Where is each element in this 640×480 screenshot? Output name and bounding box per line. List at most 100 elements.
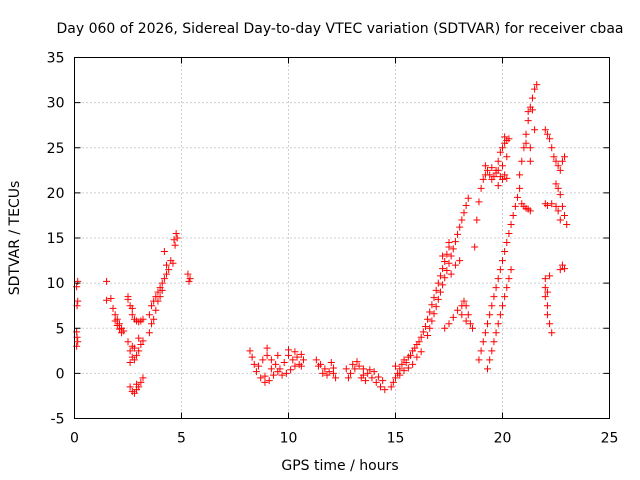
data-point (456, 257, 464, 265)
data-series-l (441, 297, 477, 332)
data-point (439, 252, 447, 260)
data-point (270, 371, 278, 379)
x-tick-label: 5 (177, 431, 186, 447)
data-point (479, 338, 487, 346)
y-tick-label: -5 (51, 412, 65, 428)
data-point (475, 356, 483, 364)
data-point (445, 239, 453, 247)
data-point (246, 347, 254, 355)
data-point (484, 320, 492, 328)
data-point (347, 369, 355, 377)
y-tick-label: 35 (47, 51, 65, 67)
data-point (103, 296, 111, 304)
data-series-n (475, 184, 524, 364)
data-point (492, 284, 500, 292)
data-point (552, 180, 560, 188)
data-point (250, 360, 258, 368)
data-point (541, 293, 549, 301)
data-point (428, 301, 436, 309)
data-point (445, 259, 453, 267)
data-point (503, 284, 511, 292)
data-point (113, 322, 121, 330)
data-point (554, 184, 562, 192)
data-point (387, 383, 395, 391)
y-tick-label: 15 (47, 231, 65, 247)
data-point (558, 202, 566, 210)
data-point (451, 238, 459, 246)
data-point (430, 294, 438, 302)
data-point (126, 359, 134, 367)
data-point (509, 211, 517, 219)
data-point (548, 329, 556, 337)
data-point (492, 166, 500, 174)
data-point (171, 241, 179, 249)
data-point (299, 356, 307, 364)
data-point (543, 130, 551, 138)
data-point (561, 265, 569, 273)
x-tick-label: 25 (601, 431, 619, 447)
data-point (466, 320, 474, 328)
data-point (531, 85, 539, 93)
data-series-e (126, 374, 147, 397)
data-point (248, 353, 256, 361)
data-point (314, 362, 322, 370)
data-point (321, 365, 329, 373)
data-point (499, 257, 506, 265)
data-point (133, 380, 141, 388)
data-point (362, 377, 370, 385)
data-point (441, 324, 449, 332)
data-point (494, 275, 502, 283)
data-point (556, 166, 564, 174)
data-point (436, 272, 444, 280)
data-point (124, 295, 132, 303)
data-point (107, 294, 115, 302)
data-point (488, 302, 496, 310)
data-point (374, 373, 382, 381)
data-point (109, 304, 117, 312)
data-series-a (73, 277, 82, 350)
data-series-k (421, 194, 472, 339)
data-point (325, 368, 333, 376)
data-point (451, 261, 459, 269)
data-point (274, 351, 282, 359)
data-point (556, 216, 564, 224)
data-point (524, 108, 532, 116)
data-point (541, 275, 549, 283)
data-point (486, 356, 494, 364)
data-point (165, 266, 173, 274)
data-point (424, 331, 432, 339)
data-point (507, 266, 515, 274)
data-point (137, 378, 145, 386)
data-point (130, 389, 138, 397)
data-point (389, 378, 397, 386)
data-point (135, 347, 143, 355)
data-point (561, 211, 569, 219)
data-point (263, 344, 271, 352)
data-point (554, 207, 562, 215)
data-point (432, 303, 440, 311)
data-point (552, 202, 560, 210)
data-point (432, 286, 440, 294)
data-point (462, 317, 470, 325)
data-series-s (541, 126, 571, 228)
data-point (287, 366, 295, 374)
data-point (377, 383, 385, 391)
data-point (439, 265, 447, 273)
data-point (464, 311, 472, 319)
data-point (327, 359, 335, 367)
data-point (548, 144, 556, 152)
data-point (169, 259, 177, 267)
data-point (501, 171, 509, 179)
data-point (526, 207, 534, 215)
data-point (332, 374, 340, 382)
data-point (424, 315, 432, 323)
data-point (139, 337, 147, 345)
data-point (319, 369, 327, 377)
data-point (392, 374, 399, 382)
data-point (392, 362, 399, 370)
data-point (259, 356, 267, 364)
data-point (496, 311, 504, 319)
data-point (439, 281, 447, 289)
data-point (505, 229, 513, 237)
data-point (400, 367, 408, 375)
